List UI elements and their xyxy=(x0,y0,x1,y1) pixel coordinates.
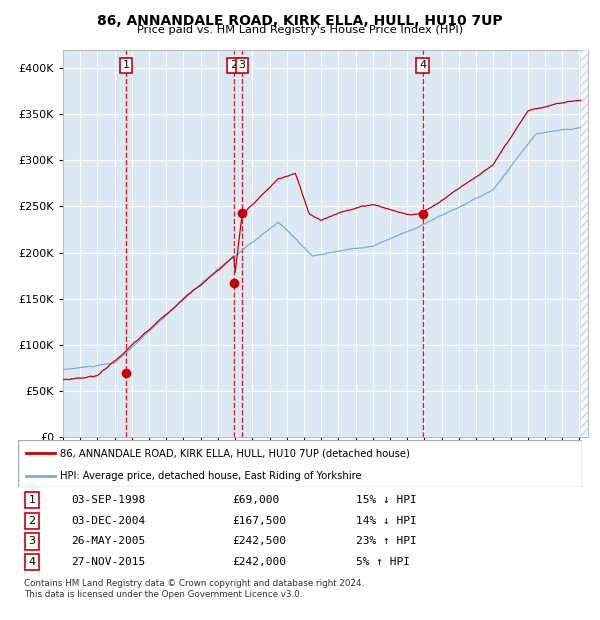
Text: 23% ↑ HPI: 23% ↑ HPI xyxy=(356,536,417,546)
Text: 4: 4 xyxy=(419,60,427,70)
Text: £242,500: £242,500 xyxy=(232,536,286,546)
Text: 03-SEP-1998: 03-SEP-1998 xyxy=(71,495,146,505)
Text: £242,000: £242,000 xyxy=(232,557,286,567)
Text: HPI: Average price, detached house, East Riding of Yorkshire: HPI: Average price, detached house, East… xyxy=(60,471,362,482)
Text: 2: 2 xyxy=(230,60,238,70)
Text: 1: 1 xyxy=(122,60,130,70)
Text: £167,500: £167,500 xyxy=(232,516,286,526)
Text: 5% ↑ HPI: 5% ↑ HPI xyxy=(356,557,410,567)
Text: Contains HM Land Registry data © Crown copyright and database right 2024.
This d: Contains HM Land Registry data © Crown c… xyxy=(23,579,364,599)
Text: 86, ANNANDALE ROAD, KIRK ELLA, HULL, HU10 7UP (detached house): 86, ANNANDALE ROAD, KIRK ELLA, HULL, HU1… xyxy=(60,448,410,458)
FancyBboxPatch shape xyxy=(18,440,582,487)
Text: 14% ↓ HPI: 14% ↓ HPI xyxy=(356,516,417,526)
Text: £69,000: £69,000 xyxy=(232,495,280,505)
Text: 03-DEC-2004: 03-DEC-2004 xyxy=(71,516,146,526)
Text: 3: 3 xyxy=(239,60,245,70)
Text: Price paid vs. HM Land Registry's House Price Index (HPI): Price paid vs. HM Land Registry's House … xyxy=(137,25,463,35)
Text: 2: 2 xyxy=(29,516,35,526)
Text: 15% ↓ HPI: 15% ↓ HPI xyxy=(356,495,417,505)
Text: 3: 3 xyxy=(29,536,35,546)
Text: 27-NOV-2015: 27-NOV-2015 xyxy=(71,557,146,567)
Text: 4: 4 xyxy=(29,557,35,567)
Text: 1: 1 xyxy=(29,495,35,505)
Text: 26-MAY-2005: 26-MAY-2005 xyxy=(71,536,146,546)
Polygon shape xyxy=(581,50,588,437)
Text: 86, ANNANDALE ROAD, KIRK ELLA, HULL, HU10 7UP: 86, ANNANDALE ROAD, KIRK ELLA, HULL, HU1… xyxy=(97,14,503,28)
